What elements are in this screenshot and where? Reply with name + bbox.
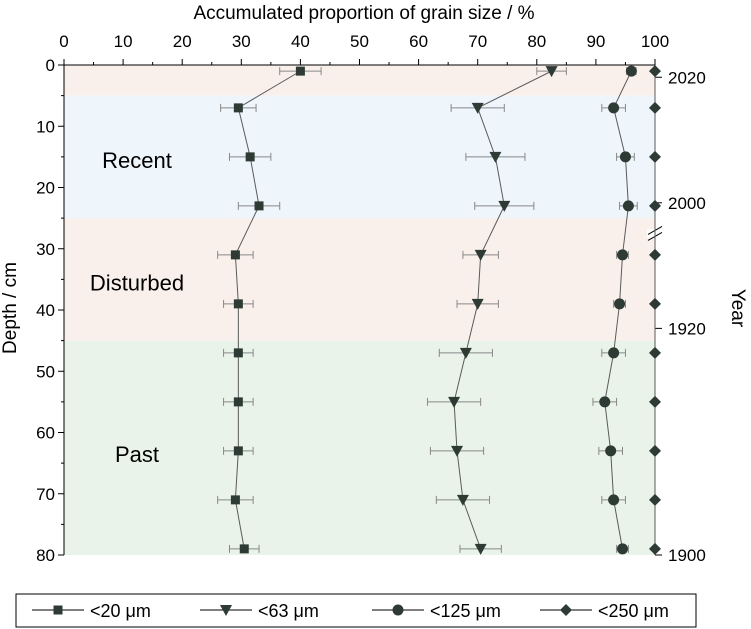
zone-label: Disturbed [90, 270, 184, 295]
series-group [217, 66, 322, 554]
y-tick-label: 70 [36, 485, 55, 504]
data-point [608, 347, 620, 359]
data-point [233, 348, 243, 358]
x-tick-label: 10 [114, 32, 133, 51]
data-point [608, 102, 620, 114]
zone-band [64, 95, 655, 219]
data-point [605, 445, 617, 457]
year-tick-label: 1920 [668, 319, 706, 338]
data-point [498, 200, 511, 212]
data-point [599, 396, 611, 408]
data-point [608, 494, 620, 506]
data-point [471, 102, 484, 114]
data-point [545, 66, 558, 78]
y-axis-title: Depth / cm [0, 262, 21, 354]
data-point [625, 65, 637, 77]
y-axis-year: 2020 2000 1920 1900 [647, 68, 706, 565]
legend-label: <125 μm [430, 601, 501, 621]
x-tick-label: 50 [350, 32, 369, 51]
data-point [616, 249, 628, 261]
zone-label: Past [115, 442, 159, 467]
data-point [459, 347, 472, 359]
y-axis-depth: 0 10 20 30 40 50 60 70 80 [36, 56, 64, 565]
data-point [649, 542, 661, 555]
legend-marker [220, 605, 232, 616]
zone-band [64, 65, 655, 96]
data-point [649, 150, 661, 163]
data-point [451, 445, 464, 457]
year-tick-label: 2020 [668, 68, 706, 87]
data-point [649, 248, 661, 261]
y2-axis-title: Year [727, 289, 748, 328]
legend-label: <250 μm [598, 601, 669, 621]
data-point [614, 298, 626, 310]
series-group [592, 65, 638, 555]
data-point [649, 395, 661, 408]
data-point [474, 543, 487, 555]
data-point [649, 101, 661, 114]
data-point [619, 151, 631, 163]
y-tick-label: 80 [36, 546, 55, 565]
y-tick-label: 50 [36, 362, 55, 381]
data-point [233, 299, 243, 309]
data-point [448, 396, 461, 408]
depth-zones: Recent Disturbed Past [64, 65, 655, 555]
legend-label: <63 μm [258, 601, 319, 621]
legend-frame [15, 593, 697, 628]
data-point [230, 495, 240, 505]
data-point [649, 493, 661, 506]
zone-label: Recent [102, 148, 172, 173]
legend-label: <20 μm [90, 601, 151, 621]
data-point [245, 152, 255, 162]
zone-band [64, 218, 655, 341]
x-tick-label: 80 [527, 32, 546, 51]
x-tick-label: 100 [641, 32, 669, 51]
data-point [456, 494, 469, 506]
data-point [233, 103, 243, 113]
data-point [649, 346, 661, 359]
year-tick-label: 2000 [668, 194, 706, 213]
x-tick-label: 20 [173, 32, 192, 51]
data-point [649, 444, 661, 457]
data-point [295, 66, 305, 76]
y-tick-label: 60 [36, 424, 55, 443]
x-axis: 0 10 20 30 40 50 60 70 80 90 100 [59, 32, 669, 65]
y-tick-label: 30 [36, 240, 55, 259]
x-axis-title: Accumulated proportion of grain size / % [193, 3, 534, 24]
y-tick-label: 0 [46, 56, 55, 75]
x-tick-label: 30 [232, 32, 251, 51]
data-point [616, 543, 628, 555]
y-tick-label: 40 [36, 301, 55, 320]
data-point [233, 397, 243, 407]
data-point [649, 65, 661, 78]
data-point [254, 201, 264, 211]
legend-marker [392, 604, 404, 616]
legend-marker [560, 604, 572, 616]
series-group [426, 66, 567, 555]
data-point [649, 297, 661, 310]
y-tick-label: 10 [36, 117, 55, 136]
data-point [471, 298, 484, 310]
series-group [649, 65, 661, 555]
x-tick-label: 90 [586, 32, 605, 51]
x-tick-label: 60 [409, 32, 428, 51]
data-point [233, 446, 243, 456]
year-tick-label: 1900 [668, 546, 706, 565]
series-layer [217, 65, 661, 555]
legend: <20 μm <63 μm <125 μm <250 μm [15, 593, 697, 628]
x-tick-label: 70 [468, 32, 487, 51]
x-tick-label: 40 [291, 32, 310, 51]
data-point [230, 250, 240, 260]
data-point [474, 249, 487, 261]
data-point [239, 544, 249, 554]
x-tick-label: 0 [59, 32, 68, 51]
y-tick-label: 20 [36, 179, 55, 198]
data-point [489, 151, 502, 163]
legend-marker [53, 605, 63, 615]
data-point [649, 199, 661, 212]
data-point [622, 200, 634, 212]
zone-band [64, 340, 655, 555]
